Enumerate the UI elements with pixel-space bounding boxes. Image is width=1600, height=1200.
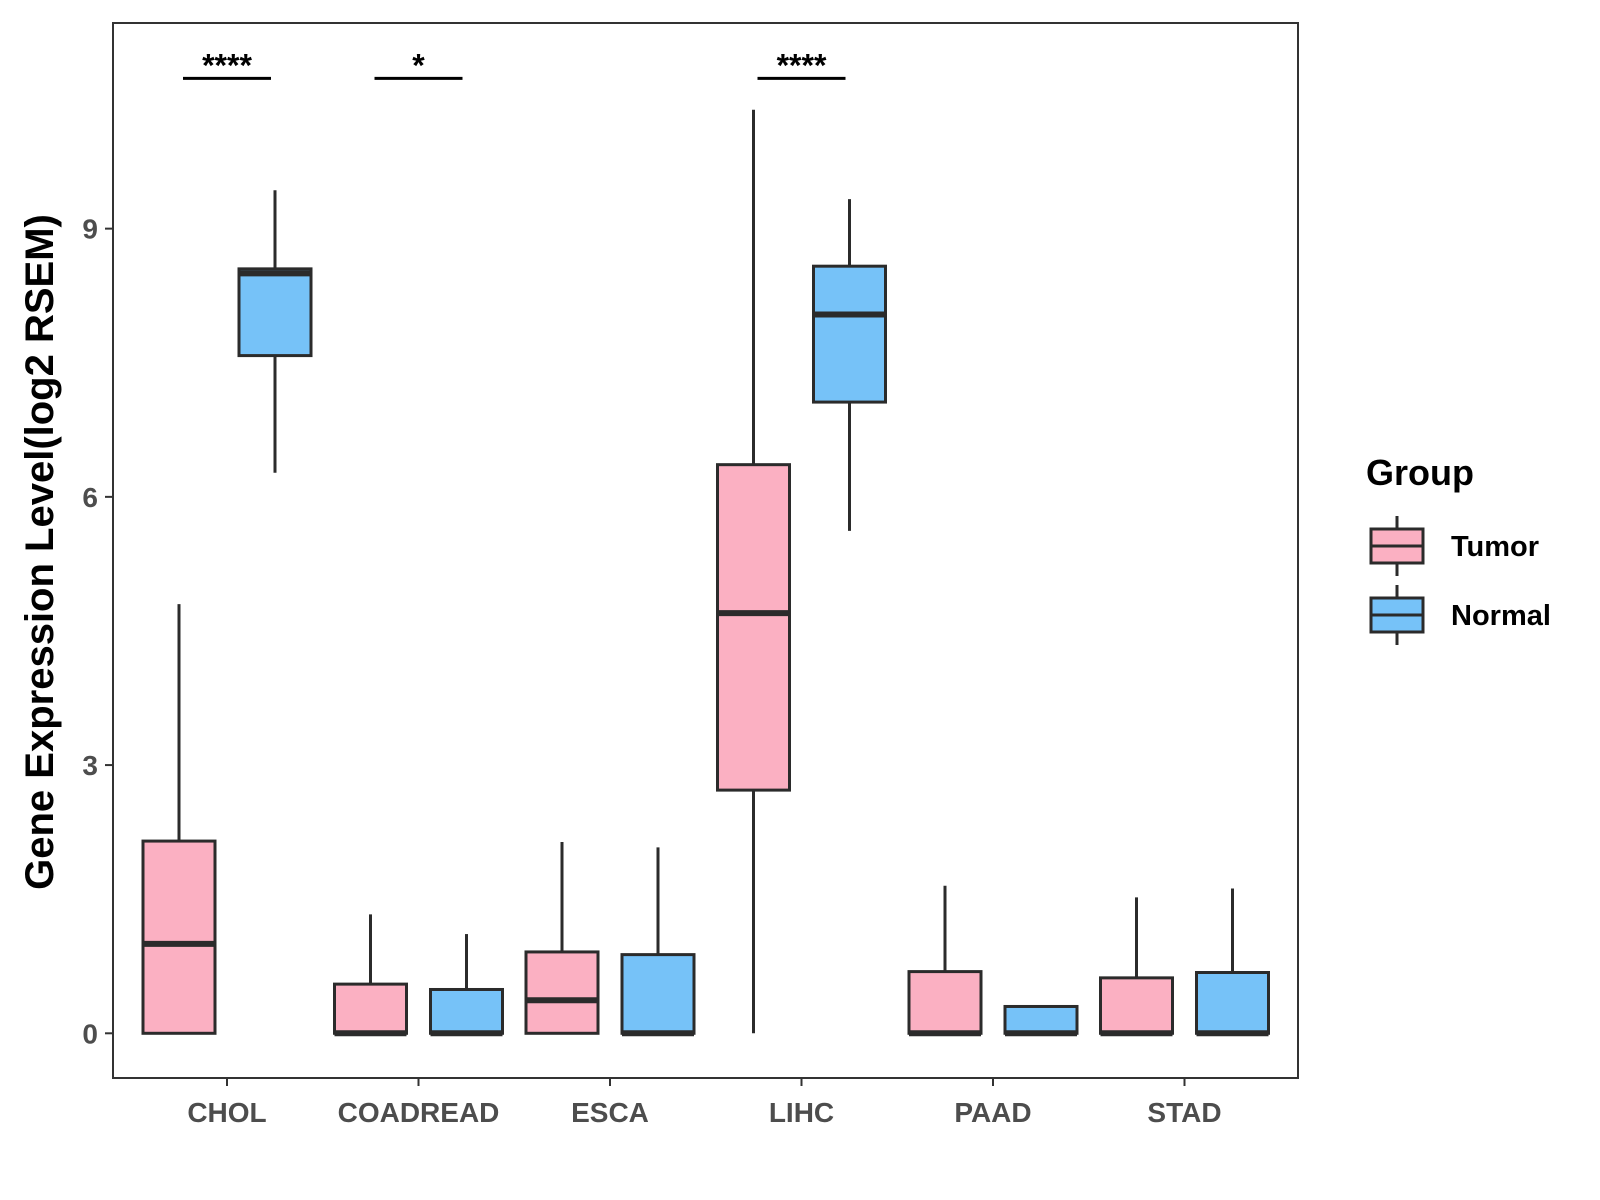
significance-coadread: * [374, 47, 463, 83]
box-body [1003, 1004, 1079, 1035]
box-body [429, 987, 504, 1035]
y-axis: 0 3 6 9 [82, 214, 113, 1049]
box-body [237, 267, 313, 358]
y-tick-label: 0 [82, 1018, 98, 1049]
x-tick-label: LIHC [769, 1097, 834, 1128]
legend-item-normal: Normal [1369, 585, 1551, 645]
box-tumor-paad [907, 885, 983, 1037]
box-body [524, 950, 600, 1035]
box-body [141, 839, 217, 1035]
box-tumor-esca [524, 841, 600, 1035]
box-tumor-coadread [333, 914, 408, 1037]
box-body [716, 463, 791, 792]
significance-lihc: **** [757, 47, 846, 83]
chart-marks: **** * **** [141, 47, 1270, 1037]
x-axis: CHOL COADREAD ESCA LIHC PAAD STAD [187, 1078, 1222, 1128]
x-tick-label: STAD [1147, 1097, 1221, 1128]
significance-chol: **** [183, 47, 271, 83]
box-normal-coadread [429, 934, 504, 1037]
panel-border [112, 22, 1299, 1079]
legend-title: Group [1366, 452, 1474, 493]
box-body [812, 264, 887, 404]
y-tick-label: 3 [82, 750, 98, 781]
box-body [333, 982, 408, 1035]
box-body [620, 953, 696, 1035]
box-body [1099, 976, 1174, 1035]
legend-label: Tumor [1451, 531, 1539, 563]
x-tick-label: PAAD [954, 1097, 1031, 1128]
y-axis-title: Gene Expression Level(log2 RSEM) [18, 214, 62, 890]
significance-label: **** [777, 47, 827, 83]
y-tick-label: 9 [82, 214, 98, 245]
box-body [1195, 971, 1270, 1035]
box-normal-chol [237, 190, 313, 473]
significance-label: * [412, 47, 425, 83]
legend-label: Normal [1451, 600, 1551, 632]
box-normal-stad [1195, 888, 1270, 1037]
box-tumor-stad [1099, 897, 1174, 1037]
x-tick-label: CHOL [187, 1097, 266, 1128]
legend: Group Tumor Normal [1366, 452, 1551, 645]
box-tumor-lihc [716, 109, 791, 1034]
legend-item-tumor: Tumor [1369, 516, 1539, 576]
box-tumor-chol [141, 604, 217, 1035]
x-tick-label: ESCA [571, 1097, 649, 1128]
box-body [907, 970, 983, 1035]
box-normal-esca [620, 847, 696, 1037]
y-tick-label: 6 [82, 482, 98, 513]
significance-label: **** [202, 47, 252, 83]
box-normal-paad [1003, 1004, 1079, 1037]
box-normal-lihc [812, 199, 887, 531]
x-tick-label: COADREAD [338, 1097, 500, 1128]
